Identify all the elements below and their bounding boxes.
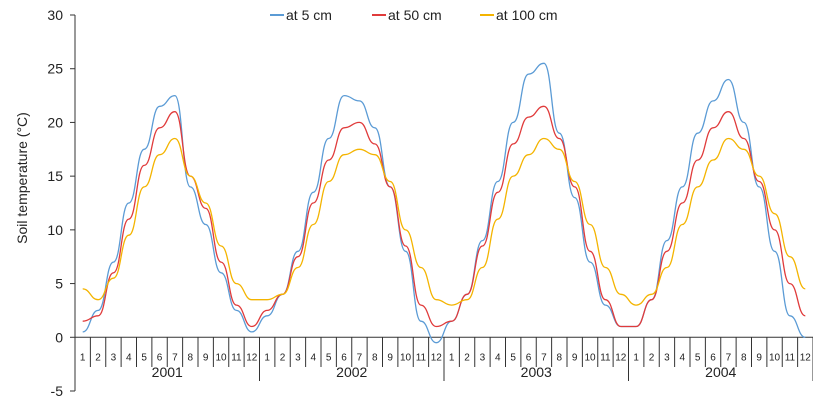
month-label: 11 — [416, 352, 427, 363]
month-label: 9 — [387, 352, 393, 363]
month-label: 4 — [126, 352, 132, 363]
month-label: 5 — [326, 352, 332, 363]
series-line-at-100-cm — [82, 137, 806, 306]
month-label: 10 — [400, 352, 412, 363]
month-label: 12 — [800, 352, 812, 363]
month-label: 7 — [172, 352, 178, 363]
series-line-at-50-cm — [82, 105, 806, 328]
month-label: 12 — [431, 352, 443, 363]
month-label: 10 — [585, 352, 597, 363]
series-line-at-5-cm — [82, 62, 806, 344]
month-label: 4 — [495, 352, 501, 363]
month-label: 1 — [449, 352, 455, 363]
y-tick-label: 20 — [47, 114, 63, 130]
legend-label: at 5 cm — [286, 7, 332, 23]
month-label: 8 — [188, 352, 194, 363]
year-label: 2004 — [705, 364, 736, 380]
month-label: 8 — [557, 352, 563, 363]
month-label: 2 — [464, 352, 470, 363]
y-tick-label: 10 — [47, 222, 63, 238]
y-tick-label: 30 — [47, 7, 63, 23]
month-label: 2 — [649, 352, 655, 363]
y-tick-label: 0 — [55, 329, 63, 345]
month-label: 12 — [615, 352, 627, 363]
month-label: 7 — [541, 352, 547, 363]
month-label: 1 — [633, 352, 639, 363]
year-label: 2001 — [152, 364, 183, 380]
y-axis-label: Soil temperature (°C) — [14, 112, 30, 244]
legend-label: at 50 cm — [388, 7, 442, 23]
month-label: 6 — [157, 352, 163, 363]
month-label: 3 — [480, 352, 486, 363]
month-label: 3 — [295, 352, 301, 363]
month-label: 7 — [726, 352, 732, 363]
month-label: 2 — [95, 352, 101, 363]
y-tick-label: 5 — [55, 276, 63, 292]
month-label: 10 — [216, 352, 228, 363]
month-label: 5 — [510, 352, 516, 363]
month-label: 6 — [526, 352, 532, 363]
month-label: 3 — [664, 352, 670, 363]
x-axis: 1 2 3 4 5 6 7 8 9 10 11 12 1 2 3 4 5 6 7 8 9 10 11 12 1 2 3 4 5 6 7 8 9 1… — [74, 336, 813, 381]
month-label: 9 — [203, 352, 209, 363]
y-tick-label: 25 — [47, 61, 63, 77]
y-tick-label: -5 — [51, 383, 64, 399]
month-label: 8 — [741, 352, 747, 363]
month-label: 8 — [372, 352, 378, 363]
month-label: 5 — [141, 352, 147, 363]
series-lines — [82, 62, 806, 344]
month-label: 9 — [756, 352, 762, 363]
legend-label: at 100 cm — [496, 7, 557, 23]
month-label: 5 — [695, 352, 701, 363]
month-label: 11 — [600, 352, 611, 363]
y-axis: -5 0 5 10 15 20 25 30 — [47, 7, 76, 399]
month-label: 12 — [246, 352, 258, 363]
month-label: 6 — [341, 352, 347, 363]
y-tick-label: 15 — [47, 168, 63, 184]
month-label: 6 — [710, 352, 716, 363]
month-label: 2 — [280, 352, 286, 363]
month-label: 11 — [231, 352, 242, 363]
month-label: 3 — [111, 352, 117, 363]
month-label: 4 — [680, 352, 686, 363]
year-label: 2003 — [521, 364, 552, 380]
legend: at 5 cm at 50 cm at 100 cm — [270, 7, 557, 23]
month-label: 7 — [357, 352, 363, 363]
month-label: 9 — [572, 352, 578, 363]
month-label: 4 — [311, 352, 317, 363]
month-label: 1 — [80, 352, 86, 363]
month-label: 11 — [785, 352, 796, 363]
year-label: 2002 — [336, 364, 367, 380]
month-label: 10 — [769, 352, 781, 363]
month-label: 1 — [264, 352, 270, 363]
